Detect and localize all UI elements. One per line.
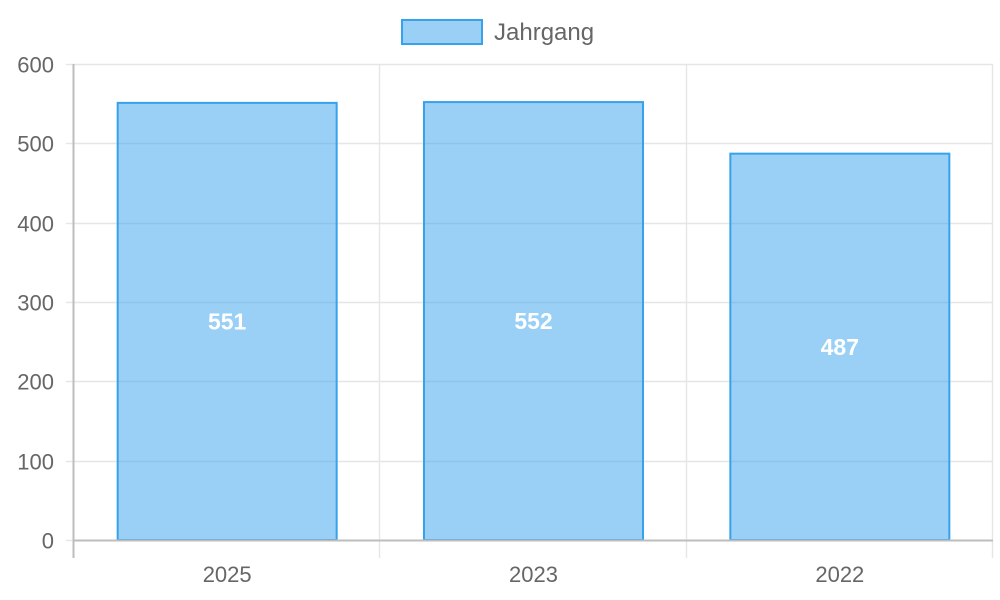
legend-swatch[interactable]: [401, 19, 483, 45]
y-tick-label: 600: [17, 53, 54, 78]
bar-2025[interactable]: [116, 101, 338, 542]
y-tick-label: 400: [17, 212, 54, 237]
y-tick-label: 0: [42, 529, 54, 554]
axes: [66, 63, 993, 558]
x-tick-label: 2023: [509, 562, 558, 587]
data-label-2023: 552: [514, 308, 552, 334]
bars: [116, 101, 951, 542]
data-label-2022: 487: [821, 334, 859, 360]
data-label-2025: 551: [208, 308, 247, 334]
y-tick-label: 500: [17, 132, 54, 157]
legend[interactable]: Jahrgang: [401, 19, 594, 46]
y-tick-label: 100: [17, 450, 54, 475]
x-tick-label: 2022: [815, 562, 864, 587]
y-tick-label: 200: [17, 370, 54, 395]
labels: 0 100 200 300 400 500 600 551 2025 552 2023 487 2022: [17, 53, 864, 588]
legend-label[interactable]: Jahrgang: [494, 19, 594, 46]
x-tick-label: 2025: [203, 562, 252, 587]
y-tick-label: 300: [17, 291, 54, 316]
